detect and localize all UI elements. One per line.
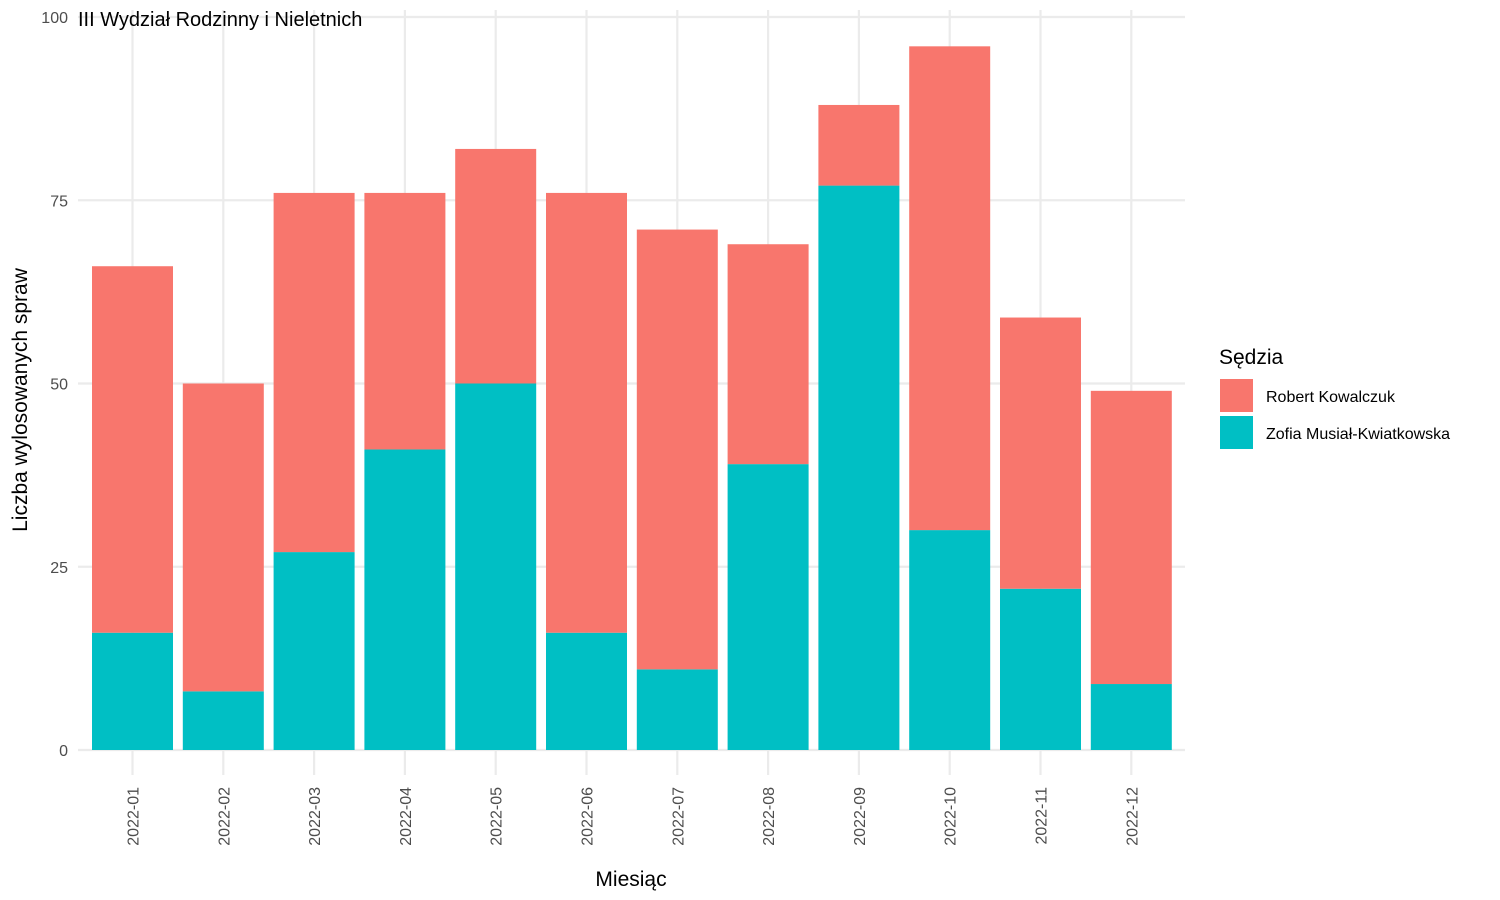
- x-tick-label: 2022-06: [580, 787, 597, 846]
- bar-segment: [909, 530, 991, 750]
- bar-segment: [727, 464, 809, 750]
- legend: Sędzia Robert Kowalczuk Zofia Musiał-Kwia…: [1219, 346, 1450, 449]
- x-tick-label: 2022-07: [670, 787, 687, 846]
- x-tick-label: 2022-12: [1124, 787, 1141, 846]
- bar-segment: [182, 383, 264, 692]
- bar-segment: [636, 669, 718, 750]
- x-axis-title: Miesiąc: [595, 868, 666, 891]
- bar-segment: [818, 185, 900, 751]
- x-tick-label: 2022-11: [1034, 787, 1051, 845]
- legend-label: Robert Kowalczuk: [1266, 389, 1396, 406]
- bars: [92, 46, 1172, 751]
- bar-segment: [92, 266, 173, 633]
- x-tick-label: 2022-04: [398, 787, 415, 846]
- bar-segment: [455, 148, 537, 384]
- bar-segment: [182, 691, 264, 750]
- bar-segment: [1090, 684, 1172, 750]
- bar-segment: [273, 192, 355, 553]
- x-tick-label: 2022-08: [761, 787, 778, 846]
- x-tick-label: 2022-05: [489, 787, 506, 846]
- y-tick-label: 100: [41, 10, 68, 27]
- bar-segment: [636, 229, 718, 670]
- bar-segment: [727, 244, 809, 465]
- x-tick-label: 2022-03: [307, 787, 324, 846]
- y-tick-label: 75: [50, 193, 68, 210]
- bar-segment: [273, 552, 355, 750]
- x-tick-label: 2022-09: [852, 787, 869, 846]
- bar-segment: [1000, 317, 1081, 589]
- y-tick-label: 25: [50, 560, 68, 577]
- y-tick-label: 50: [50, 377, 68, 394]
- bar-segment: [546, 632, 627, 750]
- bar-segment: [1090, 390, 1172, 685]
- bar-segment: [92, 632, 173, 750]
- y-tick-label: 0: [59, 743, 68, 760]
- legend-swatch: [1220, 379, 1253, 412]
- bar-segment: [364, 192, 446, 450]
- x-tick-label: 2022-02: [216, 787, 233, 846]
- bar-segment: [455, 383, 537, 750]
- bar-segment: [818, 104, 900, 186]
- x-axis-ticks: 2022-01 2022-02 2022-03 2022-04 2022-05 2022-…: [126, 787, 1142, 846]
- y-axis-title: Liczba wylosowanych spraw: [9, 267, 32, 532]
- bar-segment: [909, 46, 991, 531]
- x-tick-label: 2022-01: [126, 787, 143, 846]
- chart-title: III Wydział Rodzinny i Nieletnich: [78, 9, 362, 31]
- y-axis-ticks: 0 25 50 75 100: [41, 10, 68, 760]
- legend-swatch: [1220, 416, 1253, 449]
- bar-segment: [546, 192, 627, 633]
- bar-segment: [364, 449, 446, 750]
- legend-label: Zofia Musiał-Kwiatkowska: [1266, 426, 1450, 443]
- bar-segment: [1000, 588, 1081, 750]
- legend-title: Sędzia: [1219, 346, 1284, 369]
- x-tick-label: 2022-10: [943, 787, 960, 846]
